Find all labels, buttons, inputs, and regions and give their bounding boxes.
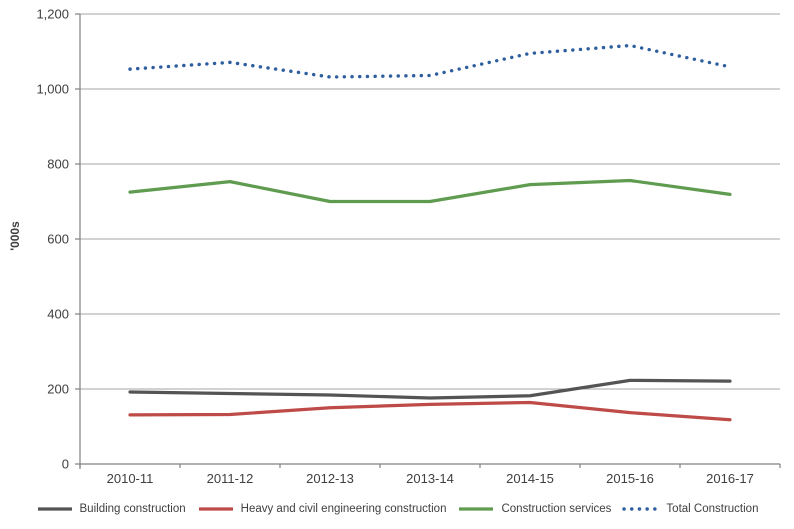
- y-axis-title: '000s: [8, 221, 22, 251]
- x-tick-label: 2016-17: [706, 471, 754, 486]
- legend-sample-line: [198, 507, 233, 511]
- legend: Building construction Heavy and civil eng…: [0, 499, 794, 519]
- legend-sample-line: [459, 507, 494, 511]
- legend-label: Construction services: [501, 503, 612, 515]
- series-line-heavy-and-civil-engineering-construction: [128, 400, 732, 422]
- y-tick-label: 0: [62, 457, 69, 472]
- x-tick-label: 2012-13: [306, 471, 354, 486]
- x-tick-label: 2014-15: [506, 471, 554, 486]
- x-tick-label: 2015-16: [606, 471, 654, 486]
- legend-sample-line: [37, 507, 72, 511]
- legend-label: Building construction: [79, 503, 186, 515]
- x-tick-label: 2011-12: [207, 471, 254, 486]
- series-line-construction-services: [128, 178, 732, 204]
- legend-label: Heavy and civil engineering construction: [240, 503, 447, 515]
- y-tick-label: 800: [47, 157, 69, 172]
- series-line-building-construction: [128, 378, 732, 400]
- y-tick-label: 600: [47, 232, 69, 247]
- legend-sample-dotted-line: [622, 507, 661, 511]
- y-tick-label: 400: [47, 307, 69, 322]
- legend-item-construction-services: Construction services: [457, 503, 611, 515]
- legend-item-building-construction: Building construction: [36, 503, 186, 515]
- x-tick-label: 2010-11: [107, 471, 154, 486]
- series-line-total-construction: [128, 43, 732, 79]
- legend-item-heavy-and-civil-engineering-construction: Heavy and civil engineering construction: [197, 503, 447, 515]
- x-tick-label: 2013-14: [406, 471, 454, 486]
- legend-item-total-construction: Total Construction: [622, 503, 758, 515]
- legend-label: Total Construction: [666, 503, 759, 515]
- y-tick-label: 1,200: [36, 7, 69, 22]
- y-tick-label: 1,000: [36, 82, 69, 97]
- y-tick-label: 200: [47, 382, 69, 397]
